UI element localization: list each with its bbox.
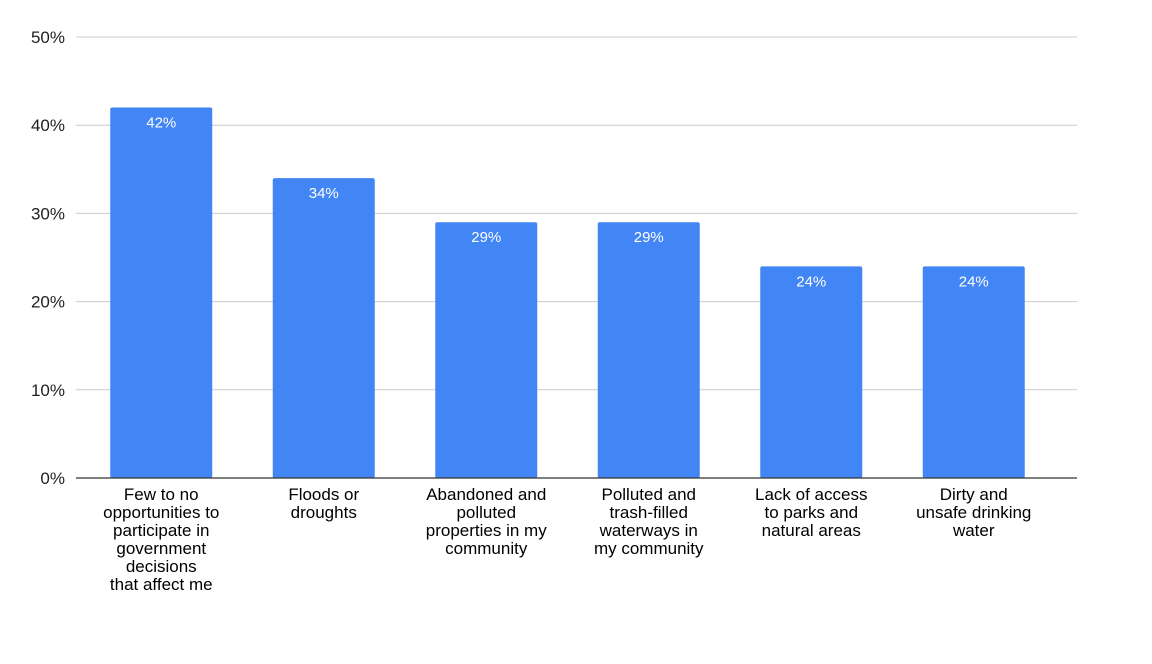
bar — [272, 178, 375, 478]
x-category-label-line: Dirty and — [940, 485, 1008, 504]
x-category-label-line: Floods or — [288, 485, 359, 504]
x-category-label-line: decisions — [126, 557, 197, 576]
x-category-label: Polluted and trash-filled waterways in my c… — [594, 485, 704, 558]
y-tick-label: 30% — [31, 204, 65, 223]
bar — [597, 222, 700, 478]
bars — [110, 107, 1025, 478]
bar — [922, 266, 1025, 478]
data-label: 42% — [146, 115, 176, 132]
data-label: 29% — [471, 229, 501, 246]
x-category-label: Abandoned and polluted properties in my com… — [426, 485, 547, 558]
x-category-label-line: community — [445, 539, 528, 558]
x-category-label-line: Abandoned and — [426, 485, 546, 504]
x-category-label-line: droughts — [291, 503, 357, 522]
x-category-label-line: unsafe drinking — [916, 503, 1031, 522]
y-tick-label: 20% — [31, 293, 65, 312]
y-tick-label: 50% — [31, 28, 65, 47]
x-category-label: Floods or droughts — [288, 485, 359, 522]
data-label: 24% — [796, 273, 826, 290]
x-category-label-line: waterways in — [599, 521, 698, 540]
data-label: 24% — [959, 273, 989, 290]
y-axis-tick-labels: 0% 10% 20% 30% 40% 50% — [31, 28, 65, 488]
y-tick-label: 40% — [31, 116, 65, 135]
x-category-label-line: that affect me — [110, 575, 213, 594]
y-tick-label: 0% — [40, 469, 65, 488]
data-label: 29% — [634, 229, 664, 246]
x-category-label-line: opportunities to — [103, 503, 219, 522]
data-label: 34% — [309, 185, 339, 202]
x-category-label-line: participate in — [113, 521, 209, 540]
x-category-label-line: to parks and — [764, 503, 858, 522]
x-category-label: Lack of access to parks and natural areas — [755, 485, 867, 540]
x-category-label: Dirty and unsafe drinking water — [916, 485, 1031, 540]
x-category-label-line: water — [952, 521, 995, 540]
gridlines — [76, 36, 1077, 391]
y-tick-label: 10% — [31, 381, 65, 400]
x-axis-category-labels: Few to no opportunities to participate in g… — [103, 485, 1031, 594]
x-category-label-line: polluted — [456, 503, 516, 522]
x-category-label-line: my community — [594, 539, 704, 558]
bar — [760, 266, 863, 478]
bar — [110, 107, 213, 478]
x-category-label-line: government — [116, 539, 206, 558]
x-category-label-line: natural areas — [762, 521, 861, 540]
data-labels: 42% 34% 29% 29% 24% 24% — [146, 115, 989, 291]
x-category-label-line: trash-filled — [610, 503, 688, 522]
x-category-label-line: Polluted and — [601, 485, 696, 504]
x-category-label-line: Few to no — [124, 485, 199, 504]
x-category-label-line: Lack of access — [755, 485, 867, 504]
x-category-label: Few to no opportunities to participate in g… — [103, 485, 219, 594]
x-category-label-line: properties in my — [426, 521, 547, 540]
bar — [435, 222, 538, 478]
